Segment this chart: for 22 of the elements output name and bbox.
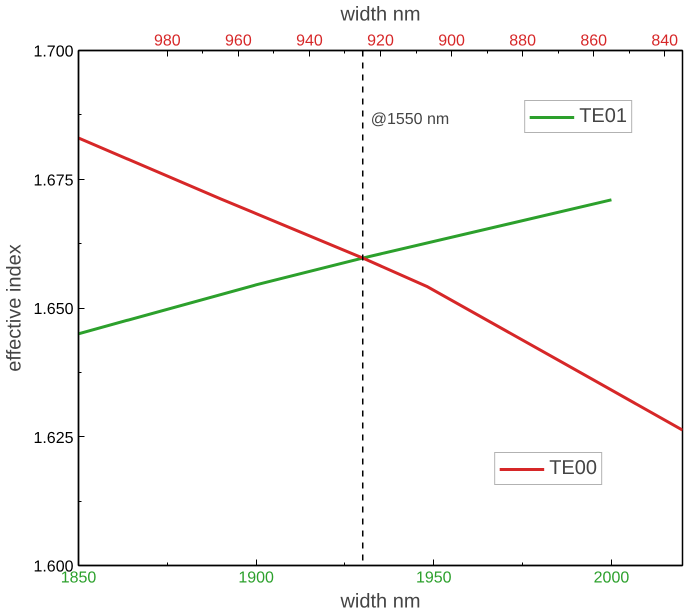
y-tick-label: 1.675 xyxy=(33,172,74,190)
line-series xyxy=(78,198,613,336)
x2-tick-label: 860 xyxy=(580,32,608,50)
x-tick-label: 2000 xyxy=(594,570,630,586)
y-axis-title: effective index xyxy=(3,244,26,372)
y-tick-label: 1.700 xyxy=(33,44,74,60)
legend-label: TE00 xyxy=(549,457,597,480)
legend-label: TE01 xyxy=(579,105,627,128)
y-tick-label: 1.650 xyxy=(33,301,74,318)
x-tick-label: 1900 xyxy=(238,570,274,586)
x2-tick-label: 960 xyxy=(225,32,252,50)
x2-tick-label: 900 xyxy=(438,32,466,50)
x-tick-label: 1950 xyxy=(416,570,452,586)
ref-line-label: @1550 nm xyxy=(370,110,450,128)
x2-axis-title: width nm xyxy=(339,4,421,26)
y-tick-label: 1.625 xyxy=(33,430,74,447)
x2-tick-label: 840 xyxy=(651,32,678,50)
x2-tick-label: 980 xyxy=(154,32,181,50)
x2-tick-label: 940 xyxy=(296,32,323,50)
x2-tick-label: 920 xyxy=(367,32,394,50)
x-axis-title: width nm xyxy=(339,590,421,612)
x2-tick-label: 880 xyxy=(509,32,536,50)
